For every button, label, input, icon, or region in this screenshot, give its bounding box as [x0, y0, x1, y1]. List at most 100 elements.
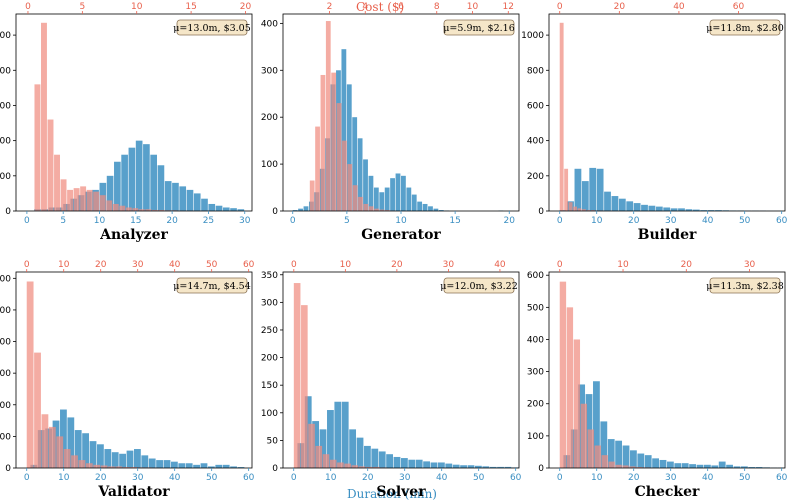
y-tick-label: 0: [538, 207, 544, 217]
y-tick-label: 200: [261, 354, 278, 364]
duration-bar: [208, 203, 216, 211]
cost-tick-label: 0: [557, 260, 563, 270]
duration-bar: [63, 203, 70, 211]
duration-bar: [437, 462, 445, 468]
duration-bar: [581, 181, 589, 211]
duration-bar: [312, 421, 320, 468]
cost-bar: [293, 283, 301, 468]
duration-bar: [718, 461, 726, 468]
duration-bar: [622, 445, 630, 468]
duration-bar: [692, 209, 700, 211]
cost-bar: [342, 140, 347, 211]
cost-bar: [622, 465, 629, 468]
duration-bar: [596, 168, 604, 211]
cost-tick-label: 50: [206, 260, 218, 270]
cost-bar: [132, 208, 139, 211]
duration-bar: [97, 444, 104, 468]
cost-bar: [54, 154, 60, 211]
cost-bar: [577, 208, 582, 211]
cost-tick-label: 10: [340, 260, 352, 270]
y-tick-label: 100: [0, 432, 11, 442]
stat-box: [443, 19, 515, 36]
duration-bar: [600, 421, 608, 468]
duration-bar: [378, 451, 386, 468]
duration-tick-label: 10: [325, 473, 337, 483]
duration-tick-label: 30: [239, 216, 251, 226]
duration-bar: [143, 144, 150, 211]
cost-bar: [329, 459, 337, 468]
y-tick-label: 800: [527, 66, 544, 76]
duration-bar: [755, 467, 763, 468]
duration-bar: [681, 463, 689, 468]
y-tick-label: 100: [0, 172, 11, 182]
y-tick-label: 0: [5, 464, 11, 474]
duration-bar: [193, 464, 200, 468]
cost-bar: [73, 188, 80, 211]
duration-bar: [163, 460, 171, 468]
duration-bar: [644, 455, 652, 468]
cost-bar: [34, 352, 41, 468]
cost-bar: [373, 466, 380, 468]
duration-tick-label: 10: [58, 473, 70, 483]
cost-bar: [358, 466, 366, 468]
duration-bar: [368, 175, 374, 211]
cost-bar: [308, 423, 315, 468]
duration-tick-label: 30: [665, 473, 677, 483]
cost-bar: [365, 466, 373, 468]
duration-bar: [655, 206, 663, 211]
duration-tick-label: 0: [24, 473, 30, 483]
duration-bar: [304, 396, 312, 468]
duration-bar: [733, 466, 741, 468]
duration-bar: [37, 430, 45, 468]
duration-bar: [428, 206, 433, 211]
cost-bar: [309, 180, 315, 211]
duration-bar: [327, 410, 334, 468]
duration-tick-label: 50: [206, 473, 218, 483]
duration-bar: [135, 140, 143, 211]
duration-bar: [707, 210, 715, 211]
duration-bar: [179, 186, 187, 211]
duration-tick-label: 60: [243, 473, 255, 483]
duration-bar: [711, 465, 719, 468]
cost-bar: [301, 305, 308, 468]
duration-bar: [703, 464, 711, 468]
duration-bar: [200, 463, 208, 468]
duration-bar: [121, 154, 128, 211]
duration-bar: [341, 401, 349, 468]
plot-frame: [15, 13, 253, 212]
duration-bar: [334, 401, 342, 468]
duration-bar: [386, 454, 394, 468]
plot-frame: [548, 13, 786, 212]
duration-tick-label: 30: [132, 473, 144, 483]
duration-bar: [193, 193, 201, 211]
cost-bar: [559, 281, 567, 468]
duration-bar: [128, 147, 136, 211]
duration-tick-label: 20: [628, 473, 640, 483]
duration-bar: [659, 459, 667, 468]
cost-bar: [615, 464, 622, 468]
duration-bar: [678, 208, 685, 211]
duration-bar: [106, 175, 114, 211]
duration-bar: [207, 466, 215, 468]
duration-bar: [467, 465, 475, 468]
y-tick-label: 100: [261, 160, 278, 170]
duration-bar: [611, 196, 619, 211]
duration-bar: [406, 187, 412, 211]
duration-bar: [157, 165, 165, 211]
duration-bar: [222, 464, 230, 468]
cost-bar: [138, 209, 145, 211]
cost-bar: [100, 465, 108, 468]
duration-tick-label: 50: [473, 473, 485, 483]
duration-bar: [230, 466, 237, 468]
duration-bar: [349, 429, 357, 468]
duration-bar: [356, 437, 364, 468]
cost-axis-label: Cost ($): [356, 0, 405, 14]
duration-tick-label: 50: [739, 216, 751, 226]
duration-tick-label: 20: [95, 473, 107, 483]
cost-bar: [315, 126, 320, 211]
duration-bar: [748, 467, 756, 468]
y-tick-label: 400: [527, 335, 544, 345]
duration-bar: [637, 453, 645, 468]
stat-text: μ=11.8m, $2.80: [706, 23, 784, 34]
duration-bar: [178, 463, 186, 468]
